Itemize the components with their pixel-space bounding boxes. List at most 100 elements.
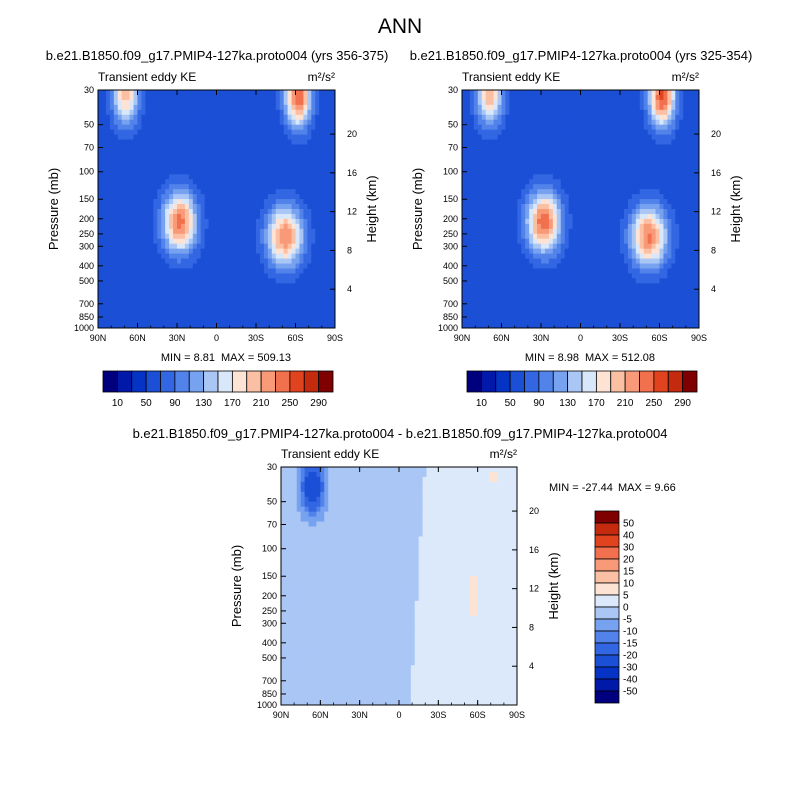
panel-b-cell: [481, 228, 487, 235]
panel-a-cell: [173, 109, 178, 116]
panel-b-cell: [663, 199, 668, 205]
panel-a-cell: [157, 149, 162, 156]
panel-a-cell: [259, 144, 265, 151]
panel-a-cell: [267, 213, 273, 220]
panel-a-cell: [125, 253, 131, 260]
panel-a-cell: [101, 258, 107, 265]
panel-a-cell: [177, 243, 182, 250]
panel-a-cell: [319, 114, 324, 121]
panel-a-cell: [145, 199, 150, 205]
panel-b-cell: [643, 248, 649, 255]
panel-b-cell: [596, 104, 601, 111]
panel-a-cell: [220, 149, 225, 156]
panel-a-cell: [196, 184, 202, 190]
panel-a-cell: [117, 298, 123, 304]
panel-b-cell: [485, 154, 491, 161]
panel-b-cell: [627, 94, 633, 101]
panel-b-cell: [623, 129, 629, 136]
panel-a-cell: [279, 293, 285, 299]
panel-b-cell: [687, 139, 692, 146]
panel-a-cell: [299, 308, 304, 314]
panel-a-cell: [299, 238, 304, 245]
panel-a-cell: [295, 114, 301, 121]
panel-a-cell: [157, 184, 162, 190]
panel-a-cell: [327, 258, 332, 265]
panel-a-cell: [311, 283, 316, 289]
panel-a-cell: [117, 189, 123, 195]
panel-b-cell: [592, 99, 597, 106]
panel-b-cell: [493, 90, 499, 96]
panel-b-cell: [671, 199, 676, 205]
panel-a-cell: [180, 218, 186, 225]
panel-a-cell: [311, 288, 316, 294]
panel-b-cell: [600, 184, 605, 190]
panel-a-cell: [188, 209, 194, 215]
panel-b-cell: [517, 139, 522, 146]
panel-a-cell: [291, 223, 297, 230]
panel-b-cell: [635, 238, 641, 245]
panel-b-cell: [679, 99, 684, 106]
panel-b-cell: [485, 189, 491, 195]
panel-a-cell: [109, 209, 115, 215]
panel-b-cell: [639, 213, 645, 220]
panel-a-cell: [256, 243, 261, 250]
panel-a-cell: [117, 194, 123, 200]
panel-a-cell: [228, 134, 233, 141]
panel-a-cell: [109, 223, 115, 230]
panel-a-cell: [101, 144, 107, 151]
panel-a-cell: [256, 268, 261, 275]
panel-b-cell: [537, 129, 542, 136]
panel-a-cell: [133, 164, 139, 170]
panel-a-cell: [287, 209, 293, 215]
panel-b-cell: [604, 134, 609, 141]
panel-a-cell: [240, 268, 245, 275]
panel-a-cell: [323, 288, 328, 294]
panel-a-cell: [204, 218, 210, 225]
panel-a-cell: [244, 149, 249, 156]
panel-a-cell: [319, 213, 324, 220]
panel-a-cell: [105, 278, 111, 284]
panel-a-cell: [252, 149, 257, 156]
panel-a-cell: [165, 90, 170, 96]
panel-b-cell: [608, 169, 613, 175]
panel-b-cell: [556, 134, 562, 141]
panel-a-cell: [157, 119, 162, 126]
panel-b-cell: [592, 124, 597, 131]
panel-a-cell: [98, 204, 103, 210]
panel-b-cell: [612, 114, 617, 121]
panel-a-cell: [224, 129, 229, 136]
panel-a-cell: [248, 144, 253, 151]
panel-b-cell: [623, 179, 629, 185]
panel-a-cell: [331, 228, 335, 235]
panel-b-cell: [497, 139, 503, 146]
panel-b-cell: [501, 238, 507, 245]
panel-b-cell: [465, 223, 471, 230]
panel-a-cell: [331, 298, 335, 304]
panel-a-cell: [113, 308, 119, 314]
panel-b-cell: [675, 204, 680, 210]
panel-a-cell: [125, 149, 131, 156]
panel-a-cell: [283, 313, 289, 319]
panel-a-cell: [165, 263, 170, 270]
panel-b-cell: [533, 189, 538, 195]
panel-b-cell: [509, 204, 514, 210]
panel-a-cell: [240, 278, 245, 284]
panel-a-cell: [101, 194, 107, 200]
panel-a-cell: [188, 189, 194, 195]
panel-b-cell: [623, 223, 629, 230]
panel-a-cell: [141, 114, 146, 121]
panel-b-cell: [552, 99, 558, 106]
panel-a-cell: [299, 174, 304, 180]
panel-b-cell: [568, 119, 574, 126]
panel-b-cell: [568, 109, 574, 116]
panel-b-cell: [679, 209, 684, 215]
panel-a-cell: [141, 149, 146, 156]
panel-b-cell: [687, 218, 692, 225]
panel-a-cell: [259, 149, 265, 156]
panel-a-cell: [267, 273, 273, 280]
panel-a-cell: [208, 139, 214, 146]
panel-b-cell: [627, 199, 633, 205]
panel-a-cell: [98, 223, 103, 230]
panel-b-cell: [564, 209, 570, 215]
panel-b-cell: [647, 94, 653, 101]
